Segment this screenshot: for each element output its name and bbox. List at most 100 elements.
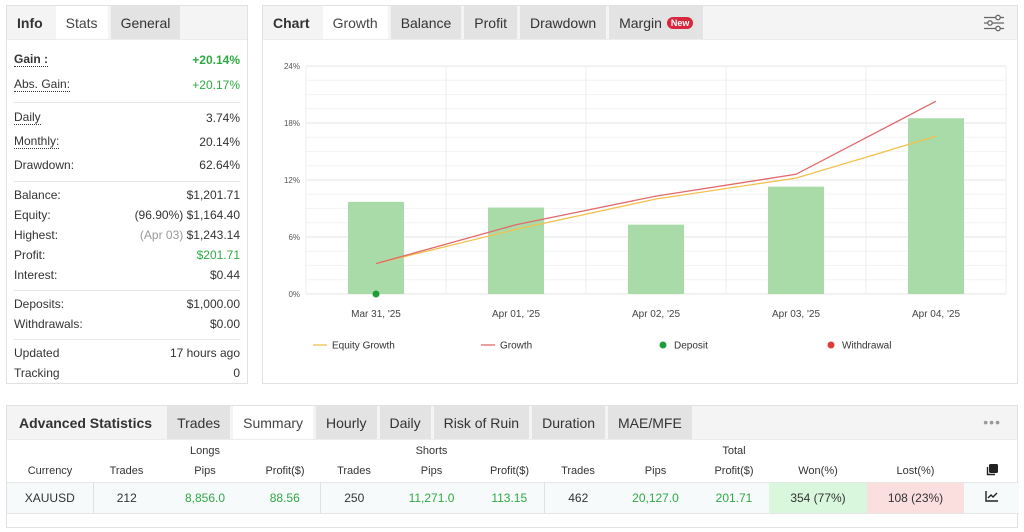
stats-panel: Info Stats General Gain : +20.14% Abs. G… xyxy=(6,5,248,384)
svg-text:Apr 04, '25: Apr 04, '25 xyxy=(912,309,960,320)
svg-text:Deposit: Deposit xyxy=(674,341,708,352)
cell-total-profit: 201.71 xyxy=(699,481,769,514)
stats-tabbar: Info Stats General xyxy=(7,6,247,40)
svg-text:Apr 03, '25: Apr 03, '25 xyxy=(772,309,820,320)
withdrawals-value: $0.00 xyxy=(209,317,240,331)
tab-growth[interactable]: Growth xyxy=(322,6,388,39)
tab-duration[interactable]: Duration xyxy=(532,406,606,439)
svg-text:18%: 18% xyxy=(284,119,300,128)
column-header-row: Currency Trades Pips Profit($) Trades Pi… xyxy=(7,461,1019,482)
summary-table: Longs Shorts Total Currency Trades Pips … xyxy=(7,440,1019,514)
longs-header: Longs xyxy=(190,444,220,457)
col-lost: Lost(%) xyxy=(896,465,935,478)
balance-value: $1,201.71 xyxy=(186,188,240,202)
tab-chart[interactable]: Chart xyxy=(273,14,310,31)
growth-chart[interactable]: 0% 6% 12% 18% 24% Mar 31, '25 Apr 01, '25 Apr 0… xyxy=(263,41,1017,381)
cell-total-pips: 20,127.0 xyxy=(612,481,699,514)
svg-text:12%: 12% xyxy=(284,176,300,185)
meta-group: Updated 17 hours ago Tracking 0 xyxy=(14,340,240,388)
tab-info[interactable]: Info xyxy=(17,14,43,31)
equity-row: Equity: (96.90%) $1,164.40 xyxy=(14,205,240,225)
updated-label: Updated xyxy=(14,346,60,360)
interest-value: $0.44 xyxy=(209,268,240,282)
new-badge: New xyxy=(666,16,694,29)
col-long-profit: Profit($) xyxy=(265,465,305,478)
tab-margin-label: Margin xyxy=(619,14,662,31)
sliders-icon[interactable] xyxy=(983,14,1005,32)
svg-text:Growth: Growth xyxy=(500,341,532,352)
cell-currency: XAUUSD xyxy=(7,481,93,514)
monthly-value: 20.14% xyxy=(199,135,240,149)
equity-percent: (96.90%) xyxy=(134,208,184,222)
tab-summary[interactable]: Summary xyxy=(233,406,314,439)
abs-gain-row: Abs. Gain: +20.17% xyxy=(14,72,240,97)
chart-line-icon[interactable] xyxy=(964,481,1019,514)
tab-stats[interactable]: Stats xyxy=(55,6,108,39)
abs-gain-value: +20.17% xyxy=(192,77,240,92)
tab-general[interactable]: General xyxy=(110,6,181,39)
col-short-profit: Profit($) xyxy=(489,465,530,478)
tab-balance[interactable]: Balance xyxy=(390,6,462,39)
equity-value: $1,164.40 xyxy=(186,208,240,222)
equity-value-wrap: (96.90%) $1,164.40 xyxy=(135,208,240,222)
advanced-tabbar: Advanced Statistics Trades Summary Hourl… xyxy=(7,406,1017,440)
tab-profit[interactable]: Profit xyxy=(464,6,517,39)
cell-total-trades: 462 xyxy=(543,481,612,514)
tracking-value: 0 xyxy=(233,366,240,380)
withdrawals-row: Withdrawals: $0.00 xyxy=(14,314,240,334)
cell-short-profit: 113.15 xyxy=(475,481,544,514)
tab-advanced-statistics[interactable]: Advanced Statistics xyxy=(19,414,153,431)
abs-gain-label[interactable]: Abs. Gain: xyxy=(14,76,71,92)
monthly-row: Monthly: 20.14% xyxy=(14,130,240,154)
col-total-trades: Trades xyxy=(561,465,595,478)
shorts-header: Shorts xyxy=(415,444,448,457)
highest-label: Highest: xyxy=(14,228,59,242)
tab-hourly[interactable]: Hourly xyxy=(316,406,377,439)
transfers-group: Deposits: $1,000.00 Withdrawals: $0.00 xyxy=(14,291,240,340)
tab-risk-of-ruin[interactable]: Risk of Ruin xyxy=(433,406,530,439)
table-row: XAUUSD 212 8,856.0 88.56 250 11,271.0 11… xyxy=(7,481,1019,514)
copy-icon[interactable] xyxy=(964,461,1019,482)
gain-label[interactable]: Gain : xyxy=(14,51,49,67)
tab-trades[interactable]: Trades xyxy=(167,406,231,439)
chart-tabbar: Chart Growth Balance Profit Drawdown Mar… xyxy=(263,6,1017,40)
deposits-label: Deposits: xyxy=(14,297,65,311)
cell-short-trades: 250 xyxy=(319,481,388,514)
advanced-stats-panel: Advanced Statistics Trades Summary Hourl… xyxy=(6,405,1019,528)
updated-value: 17 hours ago xyxy=(169,346,240,360)
drawdown-row: Drawdown: 62.64% xyxy=(14,154,240,176)
deposits-value: $1,000.00 xyxy=(186,297,240,311)
withdrawals-label: Withdrawals: xyxy=(14,317,83,331)
gain-group: Gain : +20.14% Abs. Gain: +20.17% xyxy=(14,44,240,103)
highest-row: Highest: (Apr 03) $1,243.14 xyxy=(14,225,240,245)
more-options-button[interactable]: ••• xyxy=(983,414,1001,430)
svg-text:24%: 24% xyxy=(284,62,300,71)
col-long-pips: Pips xyxy=(194,465,216,478)
tab-daily[interactable]: Daily xyxy=(379,406,431,439)
highest-date: (Apr 03) xyxy=(139,228,184,242)
col-total-profit: Profit($) xyxy=(714,465,754,478)
total-header: Total xyxy=(722,444,746,457)
tab-margin[interactable]: Margin New xyxy=(609,6,704,39)
tab-mae-mfe[interactable]: MAE/MFE xyxy=(608,406,692,439)
cell-short-pips: 11,271.0 xyxy=(388,481,475,514)
col-short-pips: Pips xyxy=(420,465,443,478)
cell-long-pips: 8,856.0 xyxy=(160,481,250,514)
equity-label: Equity: xyxy=(14,208,51,222)
daily-label[interactable]: Daily xyxy=(14,110,41,125)
svg-text:Mar 31, '25: Mar 31, '25 xyxy=(351,309,401,320)
balance-row: Balance: $1,201.71 xyxy=(14,185,240,205)
drawdown-value: 62.64% xyxy=(199,158,240,172)
svg-text:0%: 0% xyxy=(288,290,300,299)
profit-row: Profit: $201.71 xyxy=(14,245,240,265)
highest-value-wrap: (Apr 03) $1,243.14 xyxy=(140,228,240,242)
profit-label: Profit: xyxy=(14,248,46,262)
highest-value: $1,243.14 xyxy=(186,228,240,242)
tracking-row: Tracking 0 xyxy=(14,363,240,383)
group-header-row: Longs Shorts Total xyxy=(7,440,1019,461)
svg-text:Equity Growth: Equity Growth xyxy=(332,341,395,352)
svg-text:6%: 6% xyxy=(288,233,300,242)
balance-label: Balance: xyxy=(14,188,61,202)
monthly-label[interactable]: Monthly: xyxy=(14,134,60,149)
tab-drawdown[interactable]: Drawdown xyxy=(519,6,607,39)
